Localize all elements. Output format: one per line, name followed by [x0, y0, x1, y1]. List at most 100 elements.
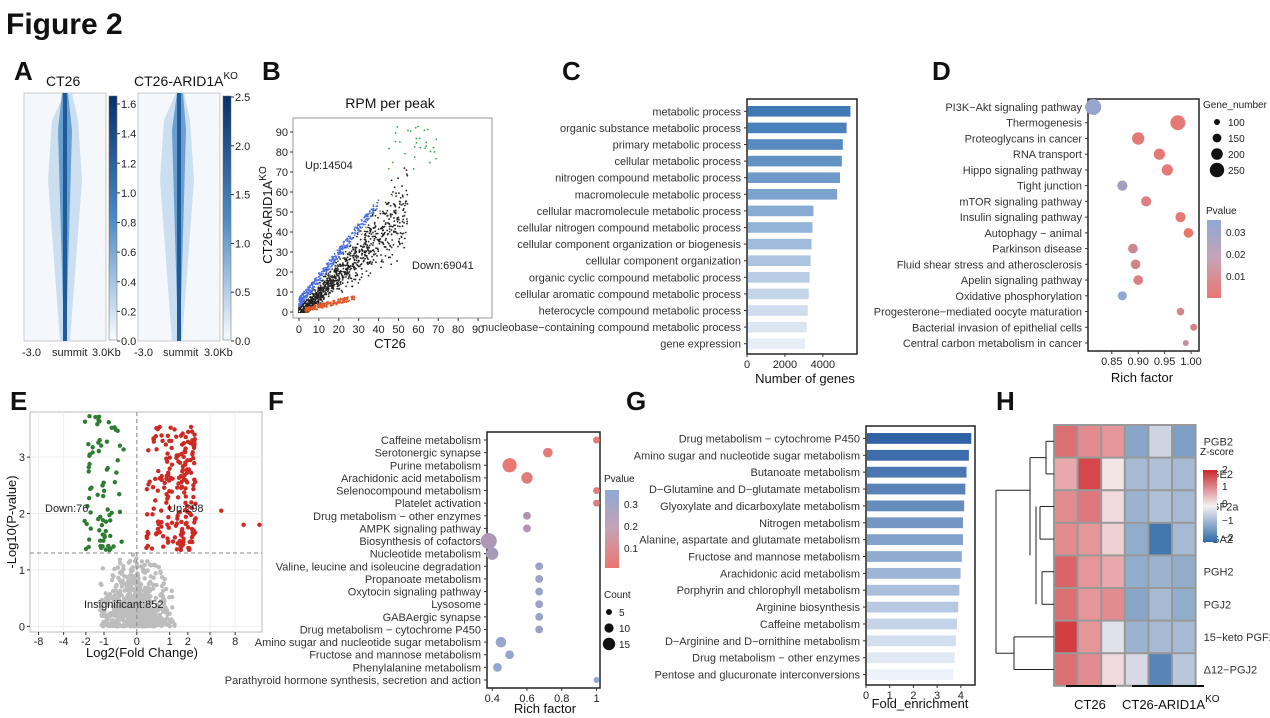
heatmap-cell [1055, 523, 1077, 555]
scatter-point [370, 263, 373, 265]
scatter-point-down [329, 304, 332, 307]
scatter-point [377, 228, 380, 231]
volcano-point-up [257, 522, 262, 528]
x-tick-label: 40 [372, 324, 384, 336]
scatter-point-down [320, 306, 322, 309]
scatter-point [336, 282, 339, 285]
volcano-point-ns [158, 606, 164, 611]
scatter-point [354, 247, 357, 249]
scatter-point-down [342, 297, 345, 300]
volcano-point-ns [129, 584, 134, 589]
legend-size-dot [1214, 119, 1220, 125]
colorbar-tick-label: 0.2 [121, 306, 136, 318]
scatter-point [392, 230, 395, 233]
volcano-point-down [97, 419, 102, 424]
chart-c-bar [748, 172, 840, 184]
scatter-point [341, 263, 344, 266]
scatter-point-up [347, 235, 350, 238]
scatter-point-extra [417, 125, 419, 128]
scatter-point-up [308, 285, 311, 288]
chart-d-category-label: Tight junction [1017, 181, 1082, 193]
scatter-point-extra [433, 150, 436, 153]
y-tick-label: 0 [282, 307, 288, 319]
chart-f-category-label: Purine metabolism [390, 460, 481, 472]
scatter-point [356, 274, 359, 277]
scatter-point [325, 293, 328, 296]
heatmap-cell [1055, 491, 1077, 522]
legend-size-dot [602, 637, 616, 651]
volcano-point-up [167, 455, 173, 460]
scatter-point [306, 302, 309, 305]
volcano-point-up [183, 449, 188, 455]
scatter-point [374, 235, 377, 238]
scatter-point-up [338, 247, 341, 250]
volcano-point-up [181, 454, 186, 459]
chart-d-dot [1132, 132, 1145, 145]
volcano-point-down [87, 414, 92, 419]
chart-b-xlabel: CT26 [374, 336, 406, 351]
chart-g-category-label: D−Glutamine and D−glutamate metabolism [649, 484, 860, 496]
volcano-point-ns [162, 576, 167, 582]
scatter-point [327, 281, 330, 283]
scatter-point-up [369, 214, 372, 217]
scatter-point [372, 244, 374, 246]
volcano-point-up [175, 495, 181, 500]
scatter-point [393, 217, 395, 219]
chart-g-category-label: Caffeine metabolism [760, 619, 860, 631]
scatter-point [391, 213, 394, 216]
scatter-point [336, 287, 339, 290]
volcano-point-down [103, 528, 109, 534]
chart-g-bar [867, 466, 967, 478]
scatter-point [364, 251, 366, 254]
scatter-point [390, 229, 393, 231]
volcano-point-ns [146, 582, 151, 587]
colorbar-a-right-ticks: 2.5 2.0 1.5 1.0 0.5 0.0 [231, 92, 250, 348]
volcano-point-ns [112, 566, 117, 572]
scatter-point [404, 202, 407, 205]
scatter-point [331, 268, 334, 271]
heatmap-cell [1173, 458, 1195, 490]
scatter-point [386, 241, 389, 244]
volcano-point-up [144, 533, 149, 539]
chart-g-bar [867, 618, 958, 630]
scatter-point [374, 230, 377, 233]
scatter-point-up [375, 205, 378, 208]
scatter-point [355, 257, 358, 259]
scatter-point [403, 204, 406, 207]
volcano-point-ns [142, 562, 147, 568]
scatter-point-up [344, 239, 347, 241]
scatter-point [394, 209, 397, 212]
volcano-point-up [189, 500, 194, 505]
volcano-point-up [187, 510, 193, 516]
chart-b-ylabel: CT26-ARID1AKO [258, 166, 275, 264]
chart-g-bar [867, 601, 959, 613]
scatter-point [402, 207, 405, 210]
scatter-point [398, 237, 401, 240]
scatter-point [368, 232, 371, 235]
panel-label-d: D [932, 56, 951, 86]
scatter-point [404, 211, 406, 214]
volcano-point-up [184, 520, 189, 526]
chart-g-category-label: Arginine biosynthesis [756, 602, 860, 614]
volcano-point-up [185, 439, 191, 445]
scatter-point [399, 196, 402, 199]
chart-d-category-label: Parkinson disease [992, 244, 1082, 256]
heatmap-cell [1149, 621, 1171, 653]
volcano-point-up [188, 470, 194, 475]
volcano-point-up [189, 505, 195, 510]
scatter-point [382, 233, 384, 236]
scatter-point-up [329, 266, 332, 268]
volcano-point-up [190, 450, 195, 455]
volcano-point-ns [119, 593, 124, 598]
chart-g-category-label: Pentose and glucuronate interconversions [655, 670, 861, 682]
scatter-point-up [370, 208, 373, 211]
scatter-point-up [360, 223, 363, 225]
heatmap-legend-label: 0 [1222, 499, 1228, 510]
scatter-point-up [315, 277, 318, 279]
volcano-point-down [119, 539, 124, 544]
scatter-point-up [367, 217, 370, 220]
volcano-point-up [169, 520, 175, 525]
scatter-point-up [337, 253, 340, 256]
scatter-point-extra [426, 128, 429, 131]
scatter-point-up [340, 247, 342, 250]
